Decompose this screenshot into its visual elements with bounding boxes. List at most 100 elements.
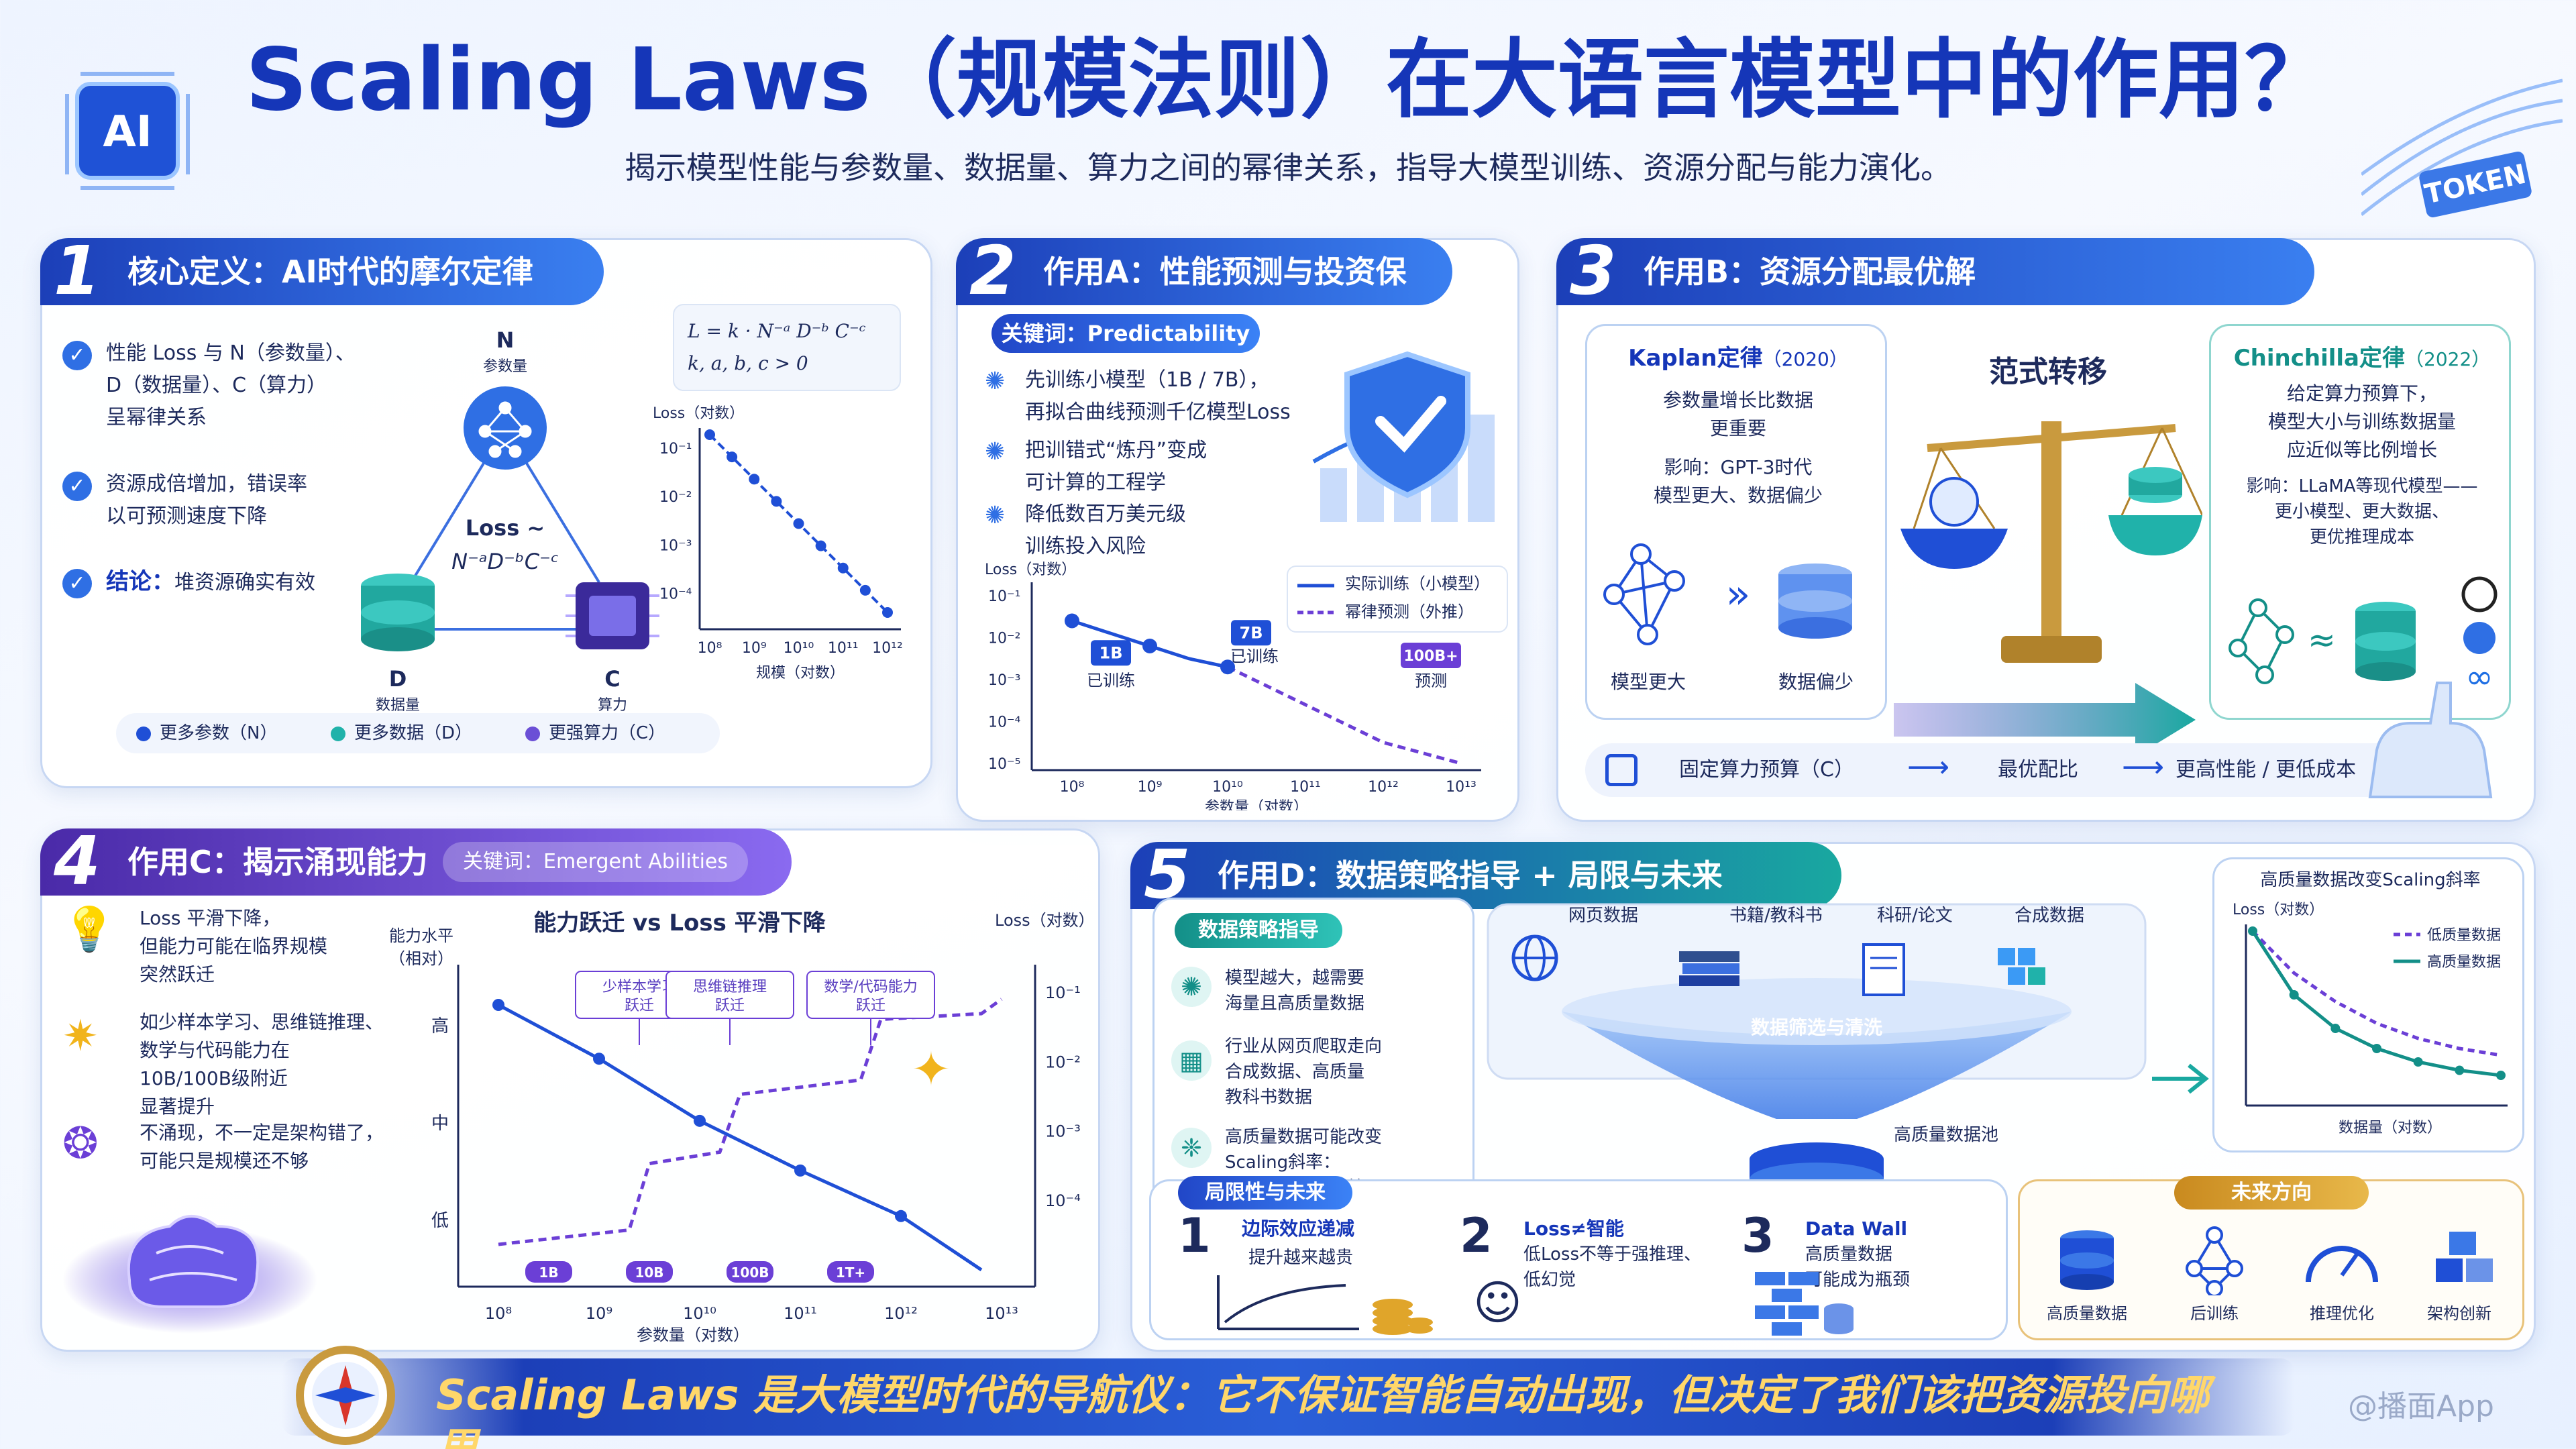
token-decoration: TOKEN [2360,60,2563,235]
right-tick-label: 10⁻¹ [1045,983,1081,1002]
future-item: 高质量数据 [2047,1304,2127,1323]
check-icon: ✓ [62,472,92,501]
x-tick-label: 10⁸ [485,1304,512,1323]
cubes-icon [1998,948,2045,985]
right-tick-label: 10⁻⁴ [1045,1191,1081,1210]
tag-1b-label: 1B [1099,643,1123,662]
pool-label: 高质量数据池 [1894,1125,1999,1145]
source-web: 网页数据 [1568,906,1639,926]
panel-4-title: 作用C：揭示涌现能力 [127,844,428,880]
sparkle-icon: ✦ [912,1042,951,1097]
x-tick-label: 10¹³ [985,1304,1018,1323]
callout-label: 跃迁 [625,998,654,1014]
data-point [882,607,893,618]
formula-box: L = k · N⁻ᵃ D⁻ᵇ C⁻ᶜ k, a, b, c > 0 [673,304,901,391]
data-point [2289,990,2299,1000]
point-2: 如少样本学习、思维链推理、 数学与代码能力在 10B/100B级附近 显著提升 [140,1011,384,1118]
footer-text: Scaling Laws 是大模型时代的导航仪：它不保证智能自动出现，但决定了我… [436,1371,2209,1449]
panel-data-strategy: 5 作用D：数据策略指导 + 局限与未来 数据策略指导 ✺ 模型越大，越需要 海… [1130,838,2536,1352]
data-point [2413,1057,2423,1067]
loss-point [593,1053,605,1065]
flow-step-1: 固定算力预算（C） [1679,758,1854,782]
tag-100b [1401,643,1461,668]
y-axis-label: Loss（对数） [653,405,744,422]
molecule-icon: ❈ [1171,1128,1212,1168]
gear-icon: ✺ [985,502,1006,529]
scale-tag [827,1261,874,1283]
callout-label: 跃迁 [715,998,745,1014]
limit-desc: 提升越来越贵 [1248,1248,1354,1268]
data-point [727,451,738,463]
funnel-label: 数据筛选与清洗 [1750,1016,1882,1038]
future-item: 推理优化 [2310,1304,2374,1323]
panel-5-header: 5 作用D：数据策略指导 + 局限与未来 [1130,838,1841,912]
network-icon [464,386,547,470]
legend-dot [525,727,540,741]
database-icon [361,574,435,651]
npd-triangle-diagram: N 参数量 D 数据量 C 算力 Loss ~ N⁻ᵃD⁻ᵇC⁻ᶜ [361,327,659,714]
ai-chip-decoration: AI [40,54,215,201]
kaplan-title: Kaplan定律（2020） [1628,345,1848,372]
x-tick-label: 10¹² [872,640,903,657]
source-papers: 科研/论文 [1877,906,1953,926]
future-title: 未来方向 [2174,1176,2369,1210]
limit-number: 3 [1741,1208,1774,1263]
panel-predictability: 2 作用A：性能预测与投资保障 关键词：Predictability ✺ 先训练… [956,234,1519,822]
x-tick-label: 10¹³ [1446,779,1477,796]
scale-tag [525,1261,572,1283]
svg-text:»: » [1726,571,1751,618]
paper-icon [1862,943,1905,996]
network-icon: » [1603,543,1852,645]
arrow-right-icon [2152,1063,2209,1094]
series-line [2251,930,2502,1077]
x-tick-label: 10⁹ [1138,779,1163,796]
flow-step-3: 更高性能 / 更低成本 [2176,758,2357,782]
gpu-icon [566,582,659,649]
network-icon: ✺ [1171,967,1212,1007]
panel-3-header: 3 作用B：资源分配最优解（Kaplan → Chinchilla） [1556,234,2314,356]
tag-1b [1091,640,1131,666]
legend-bar: 更多参数（N） 更多数据（D） 更强算力（C） [116,713,720,753]
data-point [1065,613,1079,629]
legend-label: 更多参数（N） [160,723,278,743]
tag-7b [1231,620,1271,646]
ability-line [498,998,1003,1246]
slope-chart-card: 高质量数据改变Scaling斜率 [2212,857,2524,1152]
svg-text:数据量: 数据量 [376,697,420,714]
chinchilla-title: Chinchilla定律（2022） [2233,345,2491,372]
point-2: 把训错式“炼丹”变成 可计算的工程学 [1025,439,1208,494]
right-tick-label: 10⁻² [1045,1053,1081,1071]
limit-desc: 低Loss不等于强推理、 低幻觉 [1523,1244,1702,1290]
point-1: Loss 平滑下降， 但能力可能在临界规模 突然跃迁 [140,907,328,985]
panel-5-title: 作用D：数据策略指导 + 局限与未来 [1218,857,1723,894]
legend-dot [331,727,345,741]
scale-tag-label: 1T+ [836,1265,865,1281]
chart-legend: 实际训练（小模型） 幂律预测（外推） [1287,566,1508,633]
legend-label: 更强算力（C） [549,723,666,743]
point-1: 先训练小模型（1B / 7B）， 再拟合曲线预测千亿模型Loss [1025,368,1291,424]
legend-dot [136,727,151,741]
panel-4-header: 4 作用C：揭示涌现能力 关键词：Emergent Abilities [40,824,792,898]
callout-label: 数学/代码能力 [824,979,917,996]
source-synthetic: 合成数据 [2015,906,2085,926]
arrow-right-icon: ⟶ [2122,750,2165,784]
flow-bar: 固定算力预算（C） ⟶ 最优配比 ⟶ 更高性能 / 更低成本 [1585,743,2430,797]
kaplan-desc: 参数量增长比数据 更重要 [1662,389,1813,439]
blocks-icon [2436,1232,2493,1282]
panel-3-title: 作用B：资源分配最优解 [1644,254,1976,290]
svg-text:N⁻ᵃD⁻ᵇC⁻ᶜ: N⁻ᵃD⁻ᵇC⁻ᶜ [451,549,559,574]
x-tick-label: 10⁹ [742,640,767,657]
x-axis-label: 规模（对数） [756,665,845,682]
legend-label: 高质量数据 [2427,954,2501,971]
strategy-title: 数据策略指导 [1175,913,1342,948]
x-tick-label: 10¹¹ [784,1304,817,1323]
chinchilla-card: Chinchilla定律（2022） 给定算力预算下， 模型大小与训练数据量 应… [2209,324,2511,720]
right-axis-label: Loss（对数） [995,911,1095,930]
data-point [837,562,849,574]
limit-title: 边际效应递减 [1242,1218,1355,1240]
kaplan-icon-label-1: 模型更大 [1611,671,1686,693]
svg-text:参数量: 参数量 [483,358,527,375]
future-icons [2060,1226,2493,1295]
loss-point [794,1164,806,1177]
